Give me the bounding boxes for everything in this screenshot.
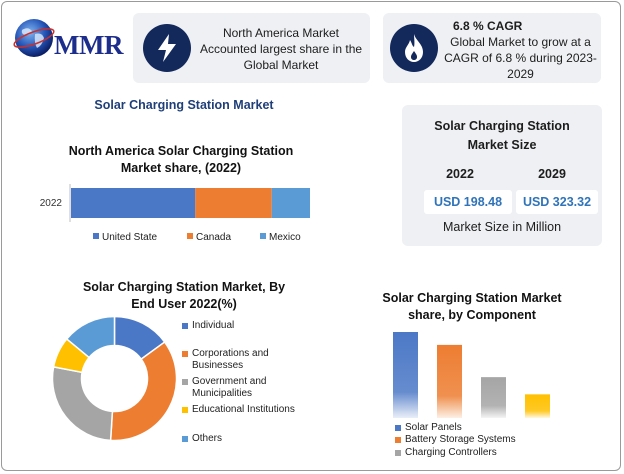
- bar-segment-1: [195, 188, 272, 218]
- brand-name: MMR: [54, 30, 123, 60]
- bar-segment-2: [271, 188, 310, 218]
- legend-label: Corporations and Businesses: [192, 348, 269, 371]
- legend-label: Mexico: [269, 232, 301, 243]
- category-tick-label: 2022: [40, 198, 63, 209]
- chart-title-end-user: Solar Charging Station Market, By End Us…: [64, 279, 304, 313]
- market-size-unit: Market Size in Million: [442, 220, 562, 234]
- region-highlight-text: North America Market Accounted largest s…: [197, 25, 365, 73]
- chart-title-line: End User 2022(%): [131, 297, 237, 311]
- chart-title-line: Market share, (2022): [120, 161, 242, 175]
- legend-swatch: [187, 233, 193, 239]
- legend-label: Educational Institutions: [192, 404, 295, 415]
- component-legend-item: Charging Controllers: [395, 447, 497, 459]
- legend-swatch: [182, 323, 188, 329]
- market-size-title-line: Market Size: [467, 138, 537, 152]
- year-label-start: 2022: [446, 167, 474, 181]
- donut-legend-item: Others: [182, 433, 222, 445]
- legend-swatch: [182, 379, 188, 385]
- stacked-bar-chart: 2022 United State Canada Mexico: [40, 184, 310, 243]
- market-size-value-end: USD 323.32: [516, 190, 598, 214]
- highlight-card-region: North America Market Accounted largest s…: [133, 13, 370, 83]
- chart-title-line: North America Solar Charging Station: [68, 144, 294, 158]
- legend-swatch: [182, 351, 188, 357]
- mmr-logo: MMR: [12, 16, 124, 62]
- region-highlight-line: Accounted largest share in the: [199, 42, 363, 56]
- legend-swatch: [395, 425, 401, 431]
- cagr-highlight-text: 6.8 % CAGR Global Market to grow at a CA…: [443, 18, 598, 82]
- component-bar-1: [437, 344, 462, 418]
- legend-swatch: [93, 233, 99, 239]
- bar-segment-0: [71, 188, 196, 218]
- legend-swatch: [182, 407, 188, 413]
- chart-title-line: share, by Component: [408, 308, 536, 322]
- component-bar-0: [393, 332, 418, 418]
- legend-label: Others: [192, 433, 223, 444]
- donut-legend-item: Government and Municipalities: [182, 376, 267, 400]
- donut-legend-item: Individual: [182, 320, 234, 332]
- cagr-line: Global Market to grow at a: [450, 35, 591, 49]
- legend-swatch: [182, 436, 188, 442]
- legend-label: Battery Storage Systems: [405, 434, 516, 445]
- legend-label: Charging Controllers: [405, 447, 497, 458]
- cagr-title: 6.8 % CAGR: [453, 19, 523, 33]
- cagr-line: CAGR of 6.8 % during 2023-: [444, 51, 597, 65]
- component-bar-3: [525, 394, 550, 418]
- legend-label: Government and Municipalities: [192, 376, 267, 399]
- main-title: Solar Charging Station Market: [94, 98, 274, 112]
- cagr-line: 2029: [507, 67, 534, 81]
- legend-label: Individual: [192, 320, 235, 331]
- globe-icon: [13, 19, 55, 57]
- legend-swatch: [395, 437, 401, 443]
- market-size-card: Solar Charging Station Market Size 2022 …: [402, 105, 602, 246]
- lightning-icon: [143, 24, 191, 72]
- component-bar-chart: [393, 332, 550, 418]
- donut-slice-4: [65, 316, 116, 359]
- donut-slice-1: [109, 341, 177, 441]
- legend-label: Solar Panels: [405, 422, 462, 433]
- region-highlight-line: North America Market: [222, 26, 340, 40]
- market-size-title: Solar Charging Station Market Size: [402, 117, 602, 155]
- market-size-value-start: USD 198.48: [424, 190, 512, 214]
- legend-label: Canada: [196, 232, 231, 243]
- component-legend-item: Battery Storage Systems: [395, 434, 516, 446]
- highlight-card-cagr: 6.8 % CAGR Global Market to grow at a CA…: [383, 13, 601, 83]
- legend-label: United State: [102, 232, 157, 243]
- donut-chart: [52, 316, 177, 441]
- legend-swatch: [260, 233, 266, 239]
- donut-slice-2: [52, 366, 114, 441]
- year-label-end: 2029: [538, 167, 566, 181]
- flame-icon: [390, 24, 438, 72]
- chart-title-component: Solar Charging Station Market share, by …: [372, 290, 572, 324]
- chart-title-line: Solar Charging Station Market, By: [82, 280, 286, 294]
- market-size-title-line: Solar Charging Station: [434, 119, 570, 133]
- legend-swatch: [395, 450, 401, 456]
- donut-legend-item: Corporations and Businesses: [182, 348, 269, 372]
- chart-title-line: Solar Charging Station Market: [382, 291, 562, 305]
- component-bar-2: [481, 377, 506, 418]
- chart-title-share: North America Solar Charging Station Mar…: [52, 143, 310, 177]
- donut-legend-item: Educational Institutions: [182, 404, 295, 416]
- region-highlight-line: Global Market: [243, 58, 319, 72]
- component-legend-item: Solar Panels: [395, 422, 462, 434]
